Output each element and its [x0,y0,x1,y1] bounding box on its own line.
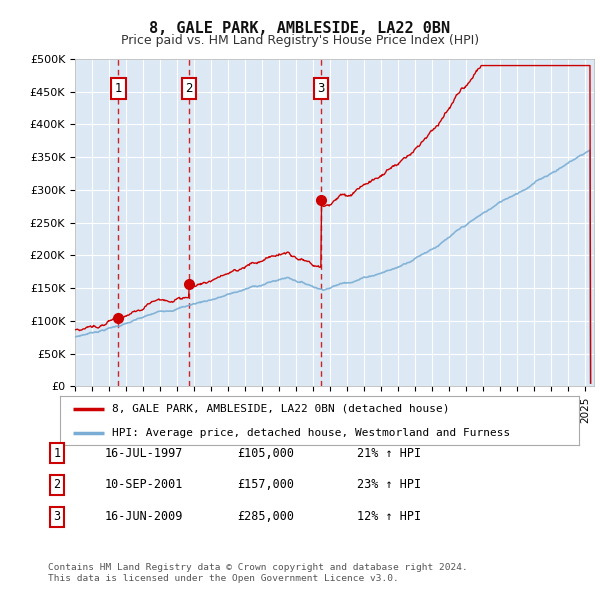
Text: Price paid vs. HM Land Registry's House Price Index (HPI): Price paid vs. HM Land Registry's House … [121,34,479,47]
Text: £285,000: £285,000 [237,510,294,523]
Text: 2: 2 [53,478,61,491]
Text: 12% ↑ HPI: 12% ↑ HPI [357,510,421,523]
Text: 8, GALE PARK, AMBLESIDE, LA22 0BN (detached house): 8, GALE PARK, AMBLESIDE, LA22 0BN (detac… [112,404,449,414]
Text: 1: 1 [53,447,61,460]
Text: 10-SEP-2001: 10-SEP-2001 [105,478,184,491]
Text: £157,000: £157,000 [237,478,294,491]
Text: 3: 3 [317,82,325,95]
Text: 1: 1 [115,82,122,95]
Text: 3: 3 [53,510,61,523]
Text: Contains HM Land Registry data © Crown copyright and database right 2024.: Contains HM Land Registry data © Crown c… [48,563,468,572]
Text: HPI: Average price, detached house, Westmorland and Furness: HPI: Average price, detached house, West… [112,428,510,438]
Text: £105,000: £105,000 [237,447,294,460]
Text: This data is licensed under the Open Government Licence v3.0.: This data is licensed under the Open Gov… [48,574,399,583]
Text: 16-JUL-1997: 16-JUL-1997 [105,447,184,460]
Text: 21% ↑ HPI: 21% ↑ HPI [357,447,421,460]
Text: 16-JUN-2009: 16-JUN-2009 [105,510,184,523]
Text: 8, GALE PARK, AMBLESIDE, LA22 0BN: 8, GALE PARK, AMBLESIDE, LA22 0BN [149,21,451,35]
Text: 2: 2 [185,82,193,95]
Text: 23% ↑ HPI: 23% ↑ HPI [357,478,421,491]
